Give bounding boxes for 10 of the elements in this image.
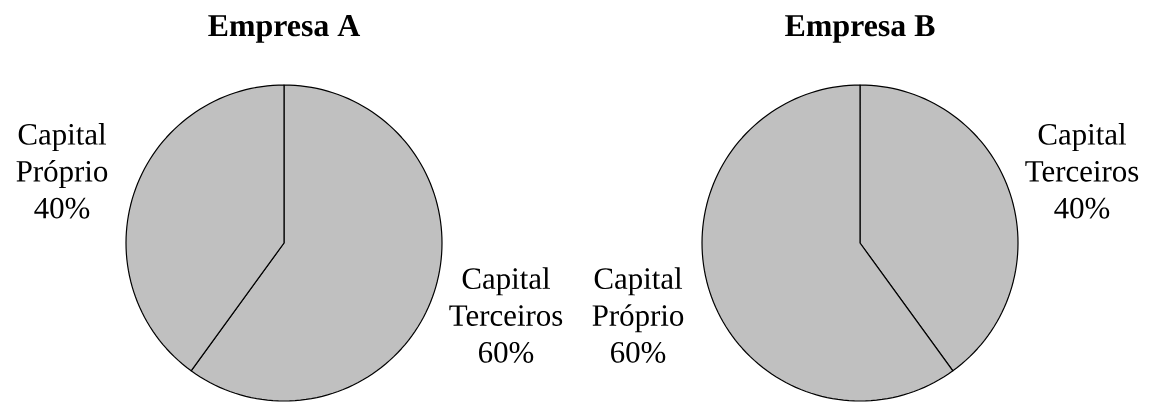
slice-label: Capital Próprio: [592, 267, 684, 333]
slice-label: Capital Terceiros: [1025, 123, 1139, 182]
slice-label: Capital Próprio: [16, 123, 108, 188]
chart-title: Empresa B: [785, 15, 935, 43]
data-label: 60%: [611, 341, 666, 363]
data-label: 60%: [479, 341, 534, 363]
slice-label: Capital Terceiros: [449, 267, 563, 326]
chart-title: Empresa A: [208, 14, 361, 43]
data-label: 40%: [1054, 197, 1110, 219]
data-label: 40%: [34, 197, 90, 219]
